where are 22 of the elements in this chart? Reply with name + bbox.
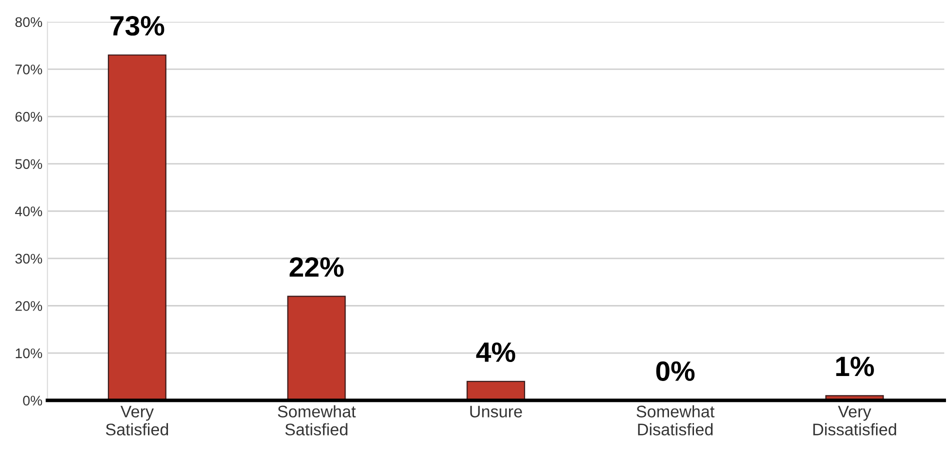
data-label: 1% (836, 356, 874, 376)
y-tick-label: 20% (15, 301, 42, 311)
x-tick-label: Very Satisfied (106, 406, 168, 436)
x-tick-label: Unsure (470, 406, 522, 418)
bar (466, 380, 526, 400)
y-tick-label: 10% (16, 348, 42, 358)
bar (287, 296, 346, 400)
data-label: 0% (656, 361, 695, 381)
y-tick-label: 0% (23, 396, 42, 406)
y-tick-label: 30% (15, 254, 42, 264)
x-tick-label: Somewhat Disatisfied (636, 405, 714, 436)
y-tick-label: 80% (15, 17, 42, 28)
y-tick-label: 60% (15, 112, 42, 122)
x-tick-label: Somewhat Satisfied (278, 405, 356, 436)
data-label: 22% (290, 257, 344, 277)
x-tick-label: Very Dissatisfied (813, 406, 896, 436)
data-label: 4% (476, 342, 516, 362)
y-tick-label: 40% (15, 206, 42, 216)
y-tick-label: 50% (15, 159, 42, 169)
bar (108, 54, 166, 400)
data-label: 73% (110, 16, 164, 36)
y-tick-label: 70% (16, 64, 42, 74)
